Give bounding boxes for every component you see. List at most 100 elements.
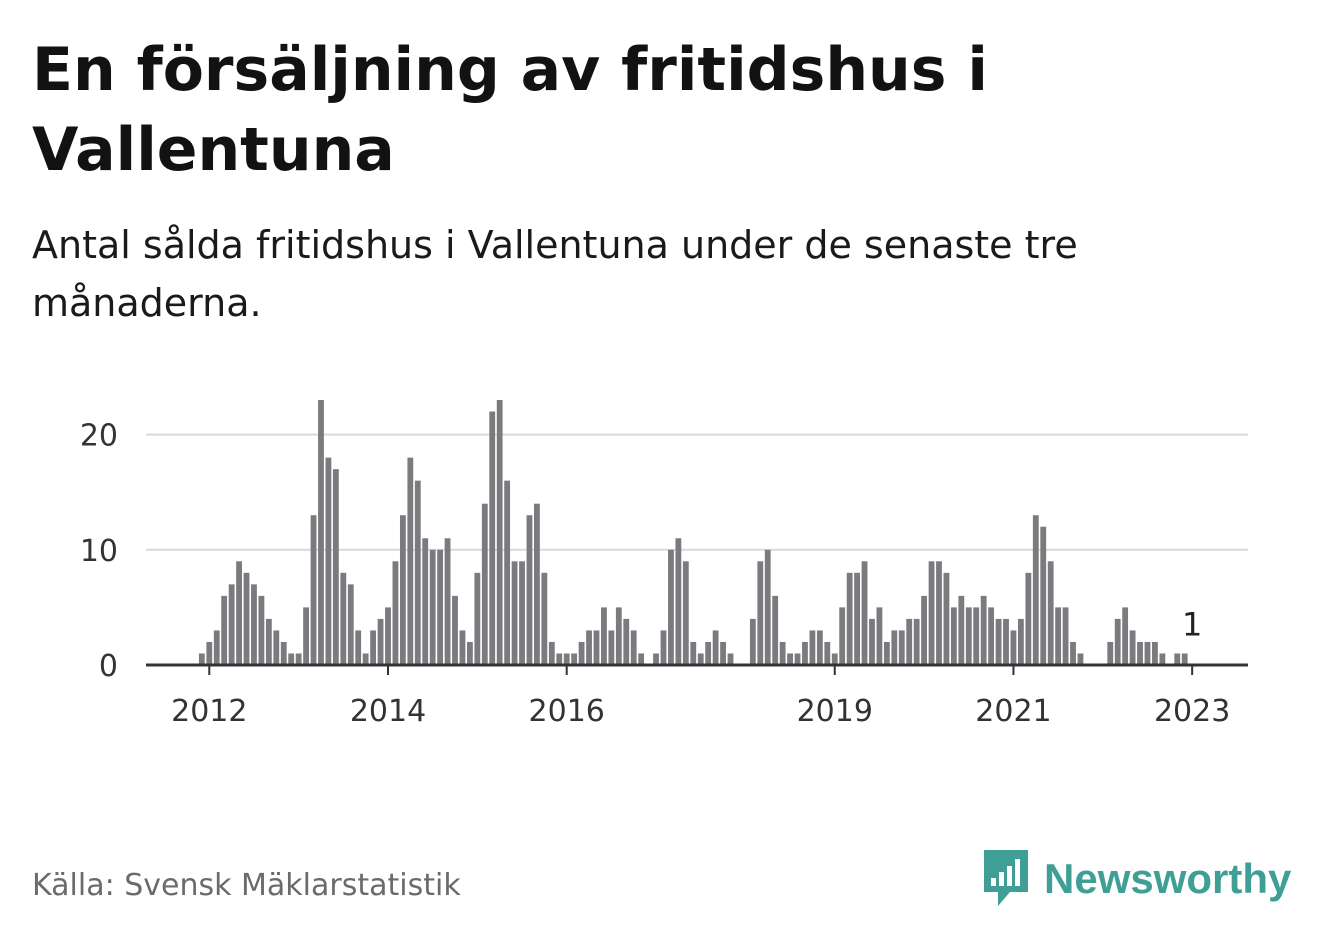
- bar: [1159, 653, 1166, 665]
- bar: [251, 584, 257, 665]
- bar: [1025, 572, 1032, 665]
- bar: [1181, 653, 1188, 665]
- x-tick-label: 2021: [975, 694, 1051, 729]
- bar: [779, 641, 786, 665]
- bar: [481, 503, 488, 665]
- bar: [816, 630, 823, 665]
- bar: [541, 572, 548, 665]
- bar: [392, 561, 399, 665]
- bars: [198, 400, 1188, 665]
- x-tick-label: 2012: [171, 694, 247, 729]
- bar: [578, 641, 585, 665]
- newsworthy-logo[interactable]: Newsworthy: [980, 848, 1291, 910]
- bar: [1174, 653, 1181, 665]
- bar: [1129, 630, 1136, 665]
- bar: [221, 595, 228, 665]
- bar: [399, 515, 406, 665]
- newsworthy-logo-icon: [984, 850, 1028, 906]
- bar: [720, 641, 726, 665]
- bar: [243, 572, 250, 665]
- bar: [377, 618, 384, 665]
- bar: [690, 641, 697, 665]
- bar: [928, 561, 935, 665]
- bar: [206, 641, 213, 665]
- bar: [1062, 607, 1069, 665]
- bar: [653, 653, 659, 665]
- bar: [839, 607, 846, 665]
- x-tick-label: 2019: [797, 694, 873, 729]
- bar: [601, 607, 607, 665]
- x-tick-label: 2016: [529, 694, 605, 729]
- bar: [749, 618, 756, 665]
- bar: [913, 618, 920, 665]
- chart-subtitle: Antal sålda fritidshus i Vallentuna unde…: [32, 223, 1078, 325]
- bar: [787, 653, 793, 665]
- bar: [586, 630, 592, 665]
- bar: [898, 630, 905, 665]
- bar: [824, 641, 831, 665]
- axis-labels: 0 10 20 2012 2014 2016 2019 2021 2023 1: [80, 419, 1231, 729]
- bar: [1003, 618, 1009, 665]
- bar: [563, 653, 570, 665]
- bar: [958, 595, 965, 665]
- bar: [593, 630, 600, 665]
- bar: [236, 561, 242, 665]
- bar: [340, 572, 347, 665]
- bar: [936, 561, 942, 665]
- bar: [489, 411, 496, 665]
- bar: [675, 538, 682, 665]
- bar: [1055, 607, 1062, 665]
- bar: [452, 595, 458, 665]
- bar: [213, 630, 220, 665]
- bar: [1114, 618, 1121, 665]
- bar: [727, 653, 734, 665]
- bar: [1032, 515, 1039, 665]
- bar: [429, 549, 436, 665]
- bar: [511, 561, 518, 665]
- bar: [660, 630, 667, 665]
- bar: [809, 630, 816, 665]
- bar: [310, 515, 317, 665]
- bar: [437, 549, 444, 665]
- bar: [466, 641, 473, 665]
- x-tick-label: 2014: [350, 694, 426, 729]
- bar: [444, 538, 451, 665]
- bar: [459, 630, 466, 665]
- bar: [1144, 641, 1151, 665]
- bar: [258, 595, 265, 665]
- bar: [1152, 641, 1158, 665]
- bar-chart: 0 10 20 2012 2014 2016 2019 2021 2023 1: [80, 400, 1248, 729]
- bar: [883, 641, 890, 665]
- bar: [228, 584, 235, 665]
- bar: [980, 595, 987, 665]
- bar: [414, 480, 421, 665]
- bar: [712, 630, 719, 665]
- bar: [548, 641, 555, 665]
- source-note: Källa: Svensk Mäklarstatistik: [32, 868, 461, 903]
- bar: [772, 595, 779, 665]
- bar: [973, 607, 980, 665]
- bar: [623, 618, 630, 665]
- bar: [273, 630, 280, 665]
- bar: [802, 641, 808, 665]
- bar: [280, 641, 287, 665]
- bar: [198, 653, 205, 665]
- logo-text: Newsworthy: [1044, 855, 1292, 902]
- bar: [407, 457, 414, 665]
- bar: [288, 653, 295, 665]
- bar: [965, 607, 972, 665]
- bar: [1040, 526, 1047, 665]
- bar: [1010, 630, 1017, 665]
- bar: [534, 503, 540, 665]
- bar: [1077, 653, 1084, 665]
- bar: [988, 607, 995, 665]
- bar: [995, 618, 1002, 665]
- bar: [325, 457, 332, 665]
- bar: [332, 469, 339, 665]
- bar: [921, 595, 928, 665]
- bar: [571, 653, 578, 665]
- bar: [303, 607, 309, 665]
- bar: [1137, 641, 1143, 665]
- bar: [854, 572, 860, 665]
- bar: [385, 607, 391, 665]
